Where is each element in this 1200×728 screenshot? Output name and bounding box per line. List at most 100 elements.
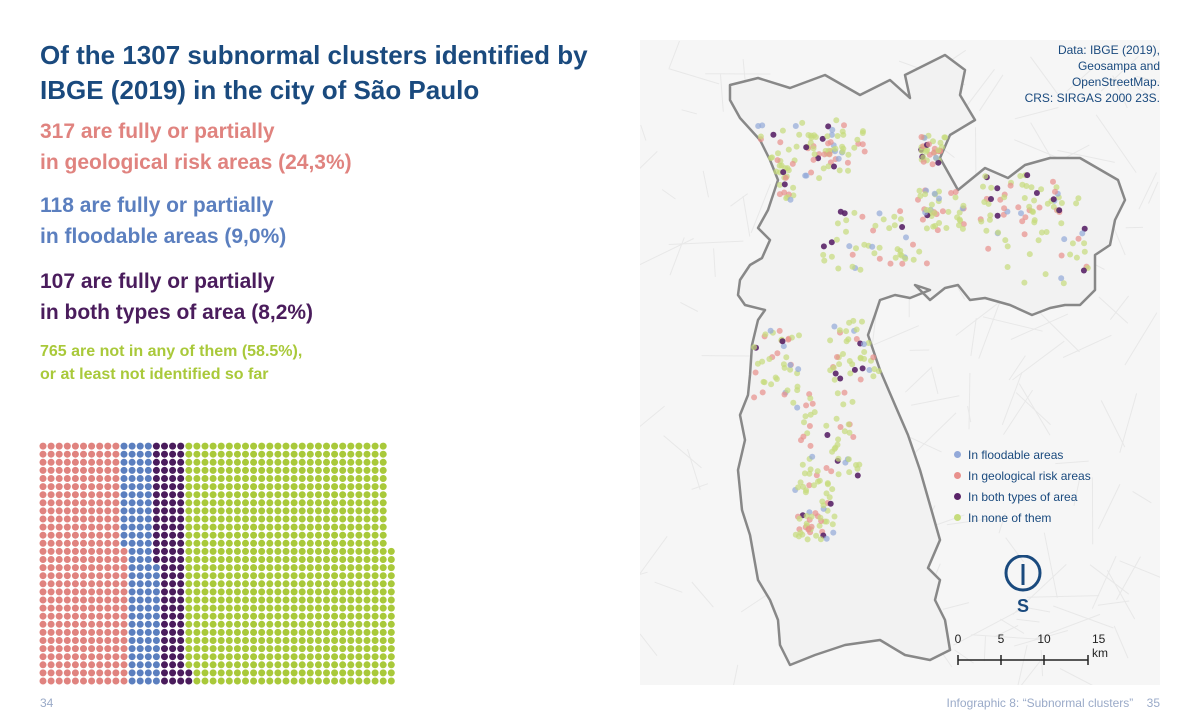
waffle-dot-series-3: [225, 580, 233, 588]
waffle-dot-series-0: [88, 499, 96, 507]
point-none: [932, 222, 939, 229]
waffle-dot-series-3: [233, 637, 241, 644]
point-none: [795, 533, 802, 540]
waffle-dot-series-3: [193, 507, 201, 515]
waffle-dot-series-0: [104, 596, 112, 604]
point-none: [845, 151, 852, 158]
street-line: [720, 74, 724, 112]
street-line: [1135, 86, 1151, 97]
waffle-dot-series-3: [242, 507, 249, 515]
waffle-dot-series-1: [144, 458, 152, 466]
waffle-dot-series-1: [128, 523, 136, 531]
waffle-dot-series-2: [169, 661, 177, 669]
point-geological: [828, 468, 835, 475]
waffle-dot-series-3: [274, 499, 282, 507]
point-geological: [776, 327, 783, 334]
point-geological: [1036, 204, 1043, 211]
waffle-dot-series-3: [225, 475, 233, 482]
waffle-dot-series-3: [363, 620, 371, 628]
point-none: [808, 134, 815, 141]
waffle-dot-series-3: [242, 531, 249, 539]
waffle-dot-series-0: [112, 483, 120, 491]
waffle-dot-series-3: [201, 458, 209, 466]
waffle-dot-series-3: [339, 507, 347, 515]
waffle-dot-series-3: [314, 515, 322, 523]
waffle-dot-series-3: [347, 458, 355, 466]
waffle-dot-series-3: [347, 507, 355, 515]
waffle-dot-series-3: [217, 645, 225, 653]
waffle-dot-series-3: [266, 677, 274, 685]
waffle-dot-series-1: [120, 499, 128, 507]
waffle-dot-series-2: [177, 596, 185, 604]
waffle-dot-series-0: [112, 645, 120, 653]
waffle-dot-series-3: [323, 499, 330, 507]
street-line: [1091, 555, 1117, 609]
stat-floodable-line1: 118 are fully or partially: [40, 194, 274, 217]
point-none: [849, 263, 856, 270]
waffle-dot-series-3: [331, 507, 339, 515]
waffle-dot-series-3: [250, 458, 258, 466]
waffle-dot-series-3: [339, 580, 347, 588]
waffle-dot-series-3: [201, 637, 209, 644]
waffle-dot-series-0: [88, 637, 96, 644]
waffle-dot-series-0: [39, 653, 47, 661]
point-none: [851, 209, 858, 216]
point-none: [827, 337, 834, 344]
north-arrow-icon: S: [1004, 555, 1042, 615]
waffle-dot-series-0: [88, 547, 96, 555]
waffle-dot-series-3: [217, 572, 225, 580]
waffle-dot-series-3: [306, 620, 314, 628]
waffle-dot-series-2: [161, 612, 168, 620]
waffle-dot-series-3: [323, 645, 330, 653]
waffle-dot-series-3: [339, 450, 347, 458]
waffle-dot-series-1: [144, 653, 152, 661]
waffle-dot-series-3: [209, 531, 217, 539]
waffle-dot-series-3: [306, 499, 314, 507]
waffle-dot-series-3: [217, 442, 225, 450]
point-none: [857, 354, 864, 361]
point-none: [845, 167, 851, 174]
waffle-dot-series-3: [379, 539, 387, 547]
waffle-dot-series-3: [379, 442, 387, 450]
point-none: [1001, 194, 1008, 201]
waffle-dot-series-3: [193, 645, 201, 653]
waffle-dot-series-0: [71, 677, 79, 685]
point-none: [891, 222, 898, 229]
street-line: [1059, 668, 1093, 685]
waffle-dot-series-3: [282, 564, 290, 572]
scale-label-5: 5: [997, 632, 1005, 646]
point-none: [988, 184, 995, 191]
waffle-dot-series-0: [88, 645, 96, 653]
waffle-dot-series-1: [152, 604, 160, 612]
waffle-dot-series-1: [136, 572, 144, 580]
waffle-dot-series-0: [63, 588, 71, 596]
point-geological: [1022, 214, 1029, 221]
waffle-dot-series-3: [363, 547, 371, 555]
waffle-dot-series-2: [177, 475, 185, 482]
point-none: [826, 494, 833, 501]
street-line: [1106, 569, 1136, 620]
stat-both: 107 are fully or partially in both types…: [40, 266, 600, 328]
waffle-dot-series-1: [144, 628, 152, 636]
waffle-dot-series-0: [120, 612, 128, 620]
waffle-dot-series-2: [177, 450, 185, 458]
point-both: [854, 472, 861, 479]
waffle-dot-series-3: [201, 491, 209, 499]
point-none: [776, 181, 783, 188]
waffle-dot-series-0: [104, 491, 112, 499]
waffle-dot-series-0: [47, 612, 55, 620]
waffle-dot-series-2: [152, 458, 160, 466]
point-geological: [826, 151, 833, 158]
waffle-dot-series-0: [96, 507, 104, 515]
waffle-dot-series-3: [379, 556, 387, 563]
waffle-dot-series-1: [136, 466, 144, 474]
waffle-dot-series-2: [169, 572, 177, 580]
point-geological: [806, 423, 813, 429]
waffle-dot-series-3: [290, 645, 298, 653]
waffle-dot-series-3: [201, 596, 209, 604]
waffle-dot-series-0: [88, 580, 96, 588]
street-line: [1040, 649, 1044, 677]
waffle-dot-series-2: [161, 572, 168, 580]
waffle-dot-series-2: [161, 620, 168, 628]
waffle-dot-series-0: [120, 669, 128, 677]
